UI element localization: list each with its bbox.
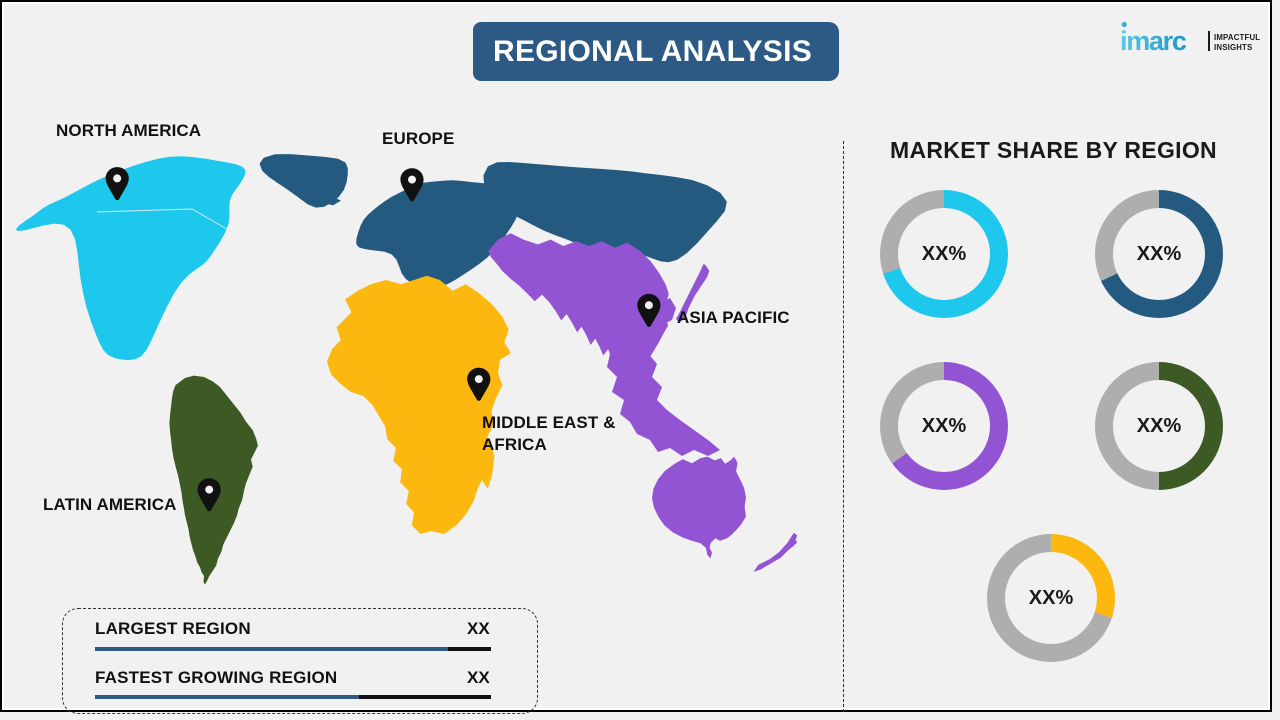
- svg-text:INSIGHTS: INSIGHTS: [1214, 43, 1252, 52]
- svg-text:IMPACTFUL: IMPACTFUL: [1214, 33, 1260, 42]
- svg-text:imarc: imarc: [1120, 26, 1187, 56]
